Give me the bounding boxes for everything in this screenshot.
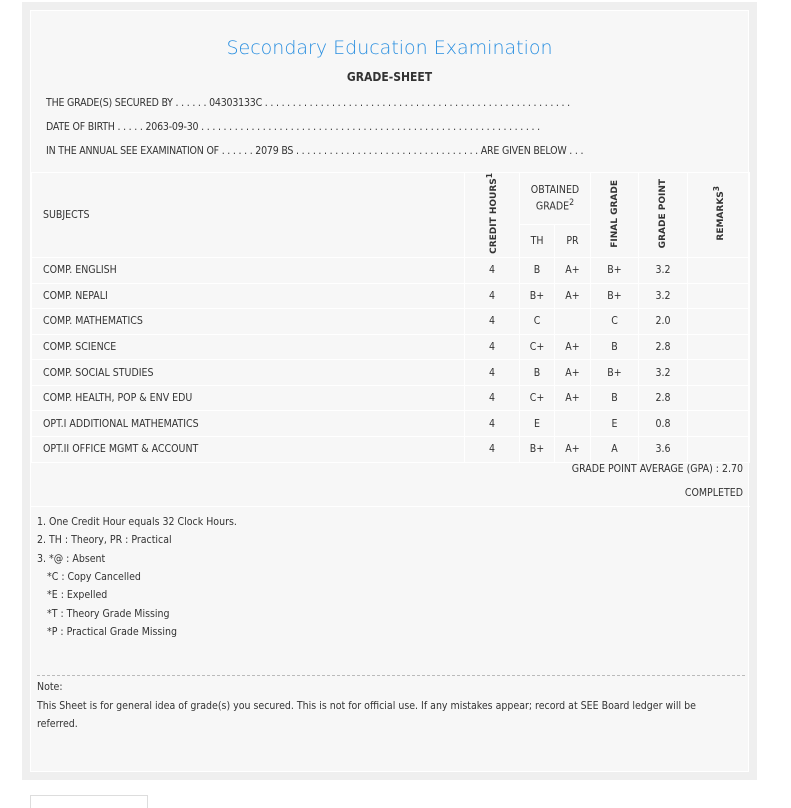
page-title: Secondary Education Examination: [226, 37, 553, 59]
cell-point: 3.2: [638, 359, 688, 386]
cell-th: C+: [519, 384, 555, 412]
cell-credit: 4: [464, 308, 520, 335]
cell-subject: COMP. MATHEMATICS: [31, 308, 465, 335]
cell-final: B: [590, 384, 639, 412]
cell-remarks: [687, 410, 750, 438]
button-partial[interactable]: [30, 795, 148, 808]
cell-credit: 4: [464, 410, 520, 438]
cell-remarks: [687, 436, 750, 463]
cell-point: 3.2: [638, 256, 688, 284]
cell-final: E: [590, 410, 639, 438]
cell-remarks: [687, 333, 750, 361]
cell-remarks: [687, 384, 750, 412]
header-obtained-grade: OBTAINED GRADE2: [519, 171, 591, 226]
footnote: *E : Expelled: [47, 589, 108, 601]
cell-pr: A+: [554, 282, 591, 310]
footnote: 1. One Credit Hour equals 32 Clock Hours…: [37, 516, 237, 528]
table-row: COMP. SOCIAL STUDIES 4 B A+ B+ 3.2: [31, 359, 750, 386]
cell-remarks: [687, 282, 750, 310]
cell-credit: 4: [464, 282, 520, 310]
cell-th: B+: [519, 436, 555, 463]
header-pr: PR: [554, 224, 591, 258]
header-remarks: REMARKS3: [687, 172, 750, 258]
table-row: COMP. ENGLISH 4 B A+ B+ 3.2: [31, 256, 750, 284]
dashed-divider: [37, 675, 745, 676]
note-label: Note:: [37, 681, 63, 693]
cell-subject: COMP. SCIENCE: [31, 333, 465, 361]
cell-point: 2.8: [638, 384, 688, 412]
cell-final: A: [590, 436, 639, 463]
cell-pr: A+: [554, 359, 591, 386]
grade-sheet: Secondary Education Examination GRADE-SH…: [30, 10, 750, 772]
cell-th: B: [519, 256, 555, 284]
header-final-grade: FINAL GRADE: [590, 172, 639, 258]
table-row: COMP. HEALTH, POP & ENV EDU 4 C+ A+ B 2.8: [31, 384, 750, 412]
cell-point: 3.2: [638, 282, 688, 310]
cell-pr: [554, 410, 591, 438]
table-row: COMP. NEPALI 4 B+ A+ B+ 3.2: [31, 282, 750, 310]
cell-remarks: [687, 308, 750, 335]
exam-line: IN THE ANNUAL SEE EXAMINATION OF . . . .…: [46, 145, 584, 157]
cell-credit: 4: [464, 384, 520, 412]
cell-credit: 4: [464, 359, 520, 386]
page-subtitle: GRADE-SHEET: [346, 70, 433, 84]
cell-th: B+: [519, 282, 555, 310]
cell-subject: COMP. NEPALI: [31, 282, 465, 310]
cell-pr: A+: [554, 256, 591, 284]
cell-remarks: [687, 256, 750, 284]
footnote: 3. *@ : Absent: [37, 553, 106, 565]
footnote: 2. TH : Theory, PR : Practical: [37, 534, 172, 546]
cell-pr: A+: [554, 384, 591, 412]
cell-subject: OPT.II OFFICE MGMT & ACCOUNT: [31, 436, 465, 463]
cell-final: B: [590, 333, 639, 361]
cell-subject: COMP. SOCIAL STUDIES: [31, 359, 465, 386]
cell-point: 3.6: [638, 436, 688, 463]
footnote: *P : Practical Grade Missing: [47, 626, 177, 638]
cell-pr: A+: [554, 436, 591, 463]
cell-final: B+: [590, 359, 639, 386]
cell-point: 2.8: [638, 333, 688, 361]
table-row: OPT.II OFFICE MGMT & ACCOUNT 4 B+ A+ A 3.6: [31, 436, 750, 463]
cell-th: C+: [519, 333, 555, 361]
header-subjects: SUBJECTS: [31, 172, 465, 258]
cell-subject: COMP. HEALTH, POP & ENV EDU: [31, 384, 465, 412]
table-row: OPT.I ADDITIONAL MATHEMATICS 4 E E 0.8: [31, 410, 750, 438]
table-row: COMP. SCIENCE 4 C+ A+ B 2.8: [31, 333, 750, 361]
result-status: COMPLETED: [684, 487, 743, 499]
cell-final: B+: [590, 282, 639, 310]
cell-pr: [554, 308, 591, 335]
cell-th: B: [519, 359, 555, 386]
dob-line: DATE OF BIRTH . . . . . 2063-09-30 . . .…: [46, 121, 540, 133]
table-row: COMP. MATHEMATICS 4 C C 2.0: [31, 308, 750, 335]
grades-table: SUBJECTS CREDIT HOURS1 OBTAINED GRADE2 F…: [31, 171, 750, 463]
cell-credit: 4: [464, 256, 520, 284]
cell-th: E: [519, 410, 555, 438]
cell-final: C: [590, 308, 639, 335]
footnote: *C : Copy Cancelled: [47, 571, 141, 583]
cell-th: C: [519, 308, 555, 335]
secured-by-line: THE GRADE(S) SECURED BY . . . . . . 0430…: [46, 97, 570, 109]
cell-point: 0.8: [638, 410, 688, 438]
cell-credit: 4: [464, 436, 520, 463]
divider: [31, 506, 750, 507]
cell-pr: A+: [554, 333, 591, 361]
note-text: This Sheet is for general idea of grade(…: [37, 700, 696, 730]
cell-remarks: [687, 359, 750, 386]
header-grade-point: GRADE POINT: [638, 172, 688, 258]
cell-final: B+: [590, 256, 639, 284]
cell-credit: 4: [464, 333, 520, 361]
header-th: TH: [519, 224, 555, 258]
cell-subject: COMP. ENGLISH: [31, 256, 465, 284]
cell-point: 2.0: [638, 308, 688, 335]
footnote: *T : Theory Grade Missing: [47, 608, 170, 620]
header-credit-hours: CREDIT HOURS1: [464, 172, 520, 258]
cell-subject: OPT.I ADDITIONAL MATHEMATICS: [31, 410, 465, 438]
gpa: GRADE POINT AVERAGE (GPA) : 2.70: [571, 463, 743, 475]
grade-sheet-container: Secondary Education Examination GRADE-SH…: [22, 2, 757, 780]
